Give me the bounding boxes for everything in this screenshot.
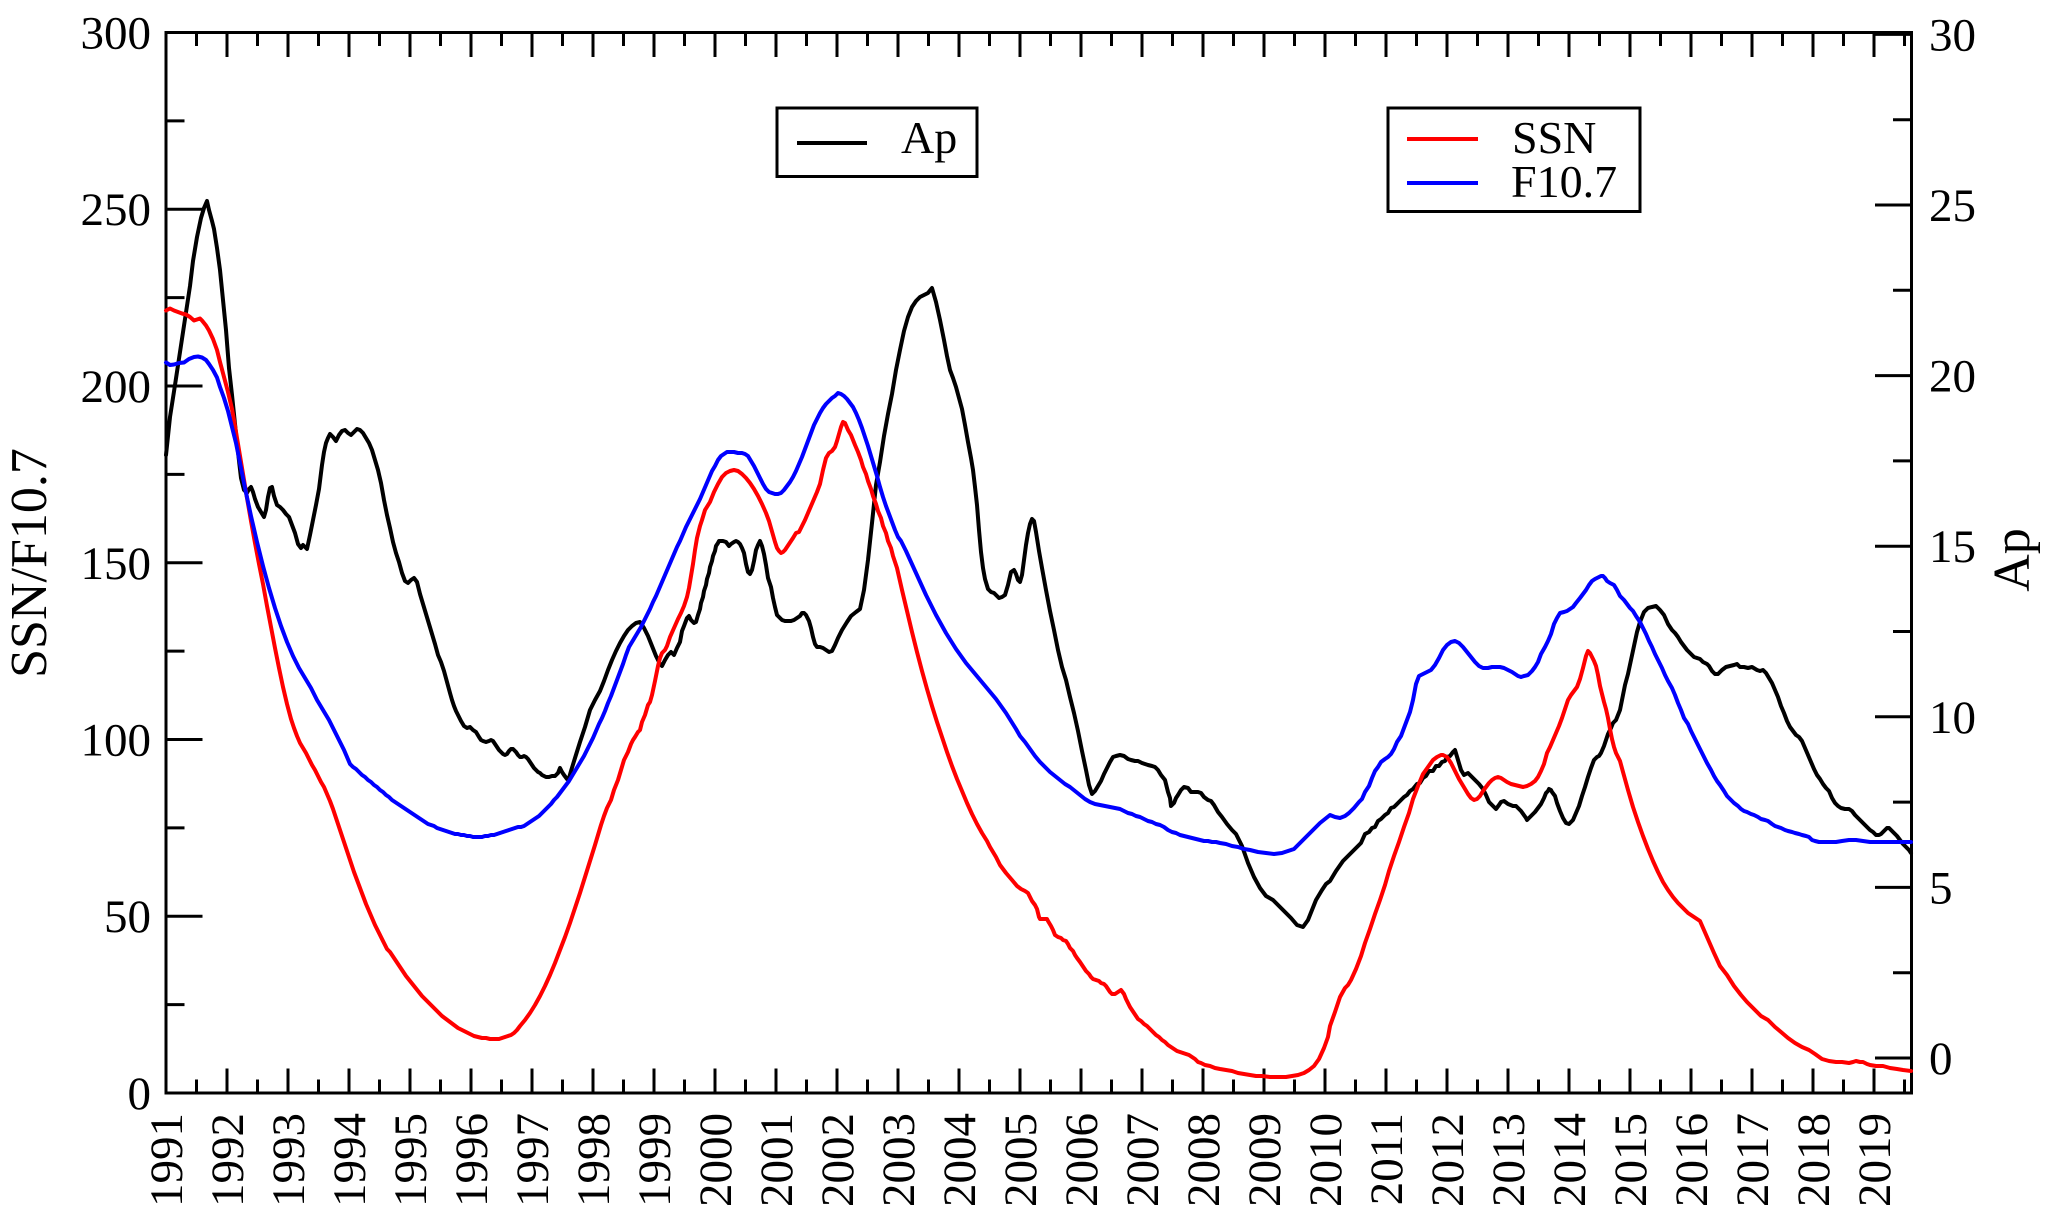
svg-text:200: 200 — [81, 361, 152, 413]
svg-text:300: 300 — [81, 8, 152, 60]
svg-text:5: 5 — [1929, 862, 1953, 914]
svg-text:25: 25 — [1929, 180, 1976, 232]
svg-text:50: 50 — [104, 891, 151, 943]
svg-text:1993: 1993 — [263, 1113, 315, 1207]
svg-text:2005: 2005 — [995, 1113, 1047, 1207]
svg-text:1994: 1994 — [324, 1113, 376, 1207]
svg-text:2003: 2003 — [873, 1113, 925, 1207]
svg-text:F10.7: F10.7 — [1511, 156, 1617, 207]
svg-text:2002: 2002 — [812, 1113, 864, 1207]
svg-text:30: 30 — [1929, 9, 1976, 61]
svg-text:10: 10 — [1929, 692, 1976, 744]
svg-text:SSN: SSN — [1512, 112, 1596, 163]
svg-text:2015: 2015 — [1605, 1113, 1657, 1207]
svg-text:2001: 2001 — [751, 1113, 803, 1207]
svg-text:2019: 2019 — [1849, 1113, 1901, 1207]
svg-text:1996: 1996 — [446, 1113, 498, 1207]
svg-text:Ap: Ap — [901, 112, 957, 163]
svg-text:1997: 1997 — [507, 1113, 559, 1207]
svg-text:2014: 2014 — [1544, 1113, 1596, 1207]
svg-text:1991: 1991 — [141, 1113, 193, 1207]
svg-text:2000: 2000 — [690, 1113, 742, 1207]
svg-text:2009: 2009 — [1239, 1113, 1291, 1207]
svg-text:100: 100 — [81, 715, 152, 767]
svg-text:2011: 2011 — [1361, 1113, 1413, 1205]
svg-text:1995: 1995 — [385, 1113, 437, 1207]
svg-text:2010: 2010 — [1300, 1113, 1352, 1207]
svg-text:SSN/F10.7: SSN/F10.7 — [1, 448, 58, 678]
svg-text:2017: 2017 — [1727, 1113, 1779, 1207]
svg-text:Ap: Ap — [1984, 528, 2041, 592]
svg-text:2008: 2008 — [1178, 1113, 1230, 1207]
svg-text:150: 150 — [81, 538, 152, 590]
svg-text:2013: 2013 — [1483, 1113, 1535, 1207]
svg-text:20: 20 — [1929, 351, 1976, 403]
svg-text:2007: 2007 — [1117, 1113, 1169, 1207]
svg-text:0: 0 — [1929, 1033, 1953, 1085]
svg-text:2016: 2016 — [1666, 1113, 1718, 1207]
svg-text:2012: 2012 — [1422, 1113, 1474, 1207]
svg-text:1998: 1998 — [568, 1113, 620, 1207]
svg-text:1999: 1999 — [629, 1113, 681, 1207]
svg-text:1992: 1992 — [202, 1113, 254, 1207]
svg-text:2018: 2018 — [1788, 1113, 1840, 1207]
svg-text:15: 15 — [1929, 521, 1976, 573]
svg-text:2004: 2004 — [934, 1113, 986, 1207]
svg-text:250: 250 — [81, 184, 152, 236]
svg-text:2006: 2006 — [1056, 1113, 1108, 1207]
svg-text:0: 0 — [128, 1068, 152, 1120]
